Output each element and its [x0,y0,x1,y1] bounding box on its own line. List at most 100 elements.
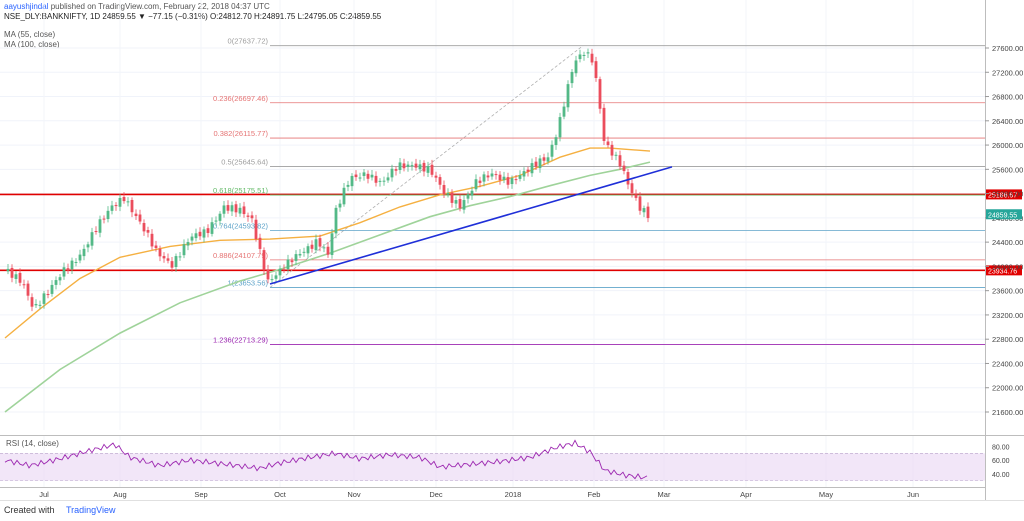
candle-body [586,52,590,54]
price-tick-label: 26400.00 [992,117,1023,126]
candle-body [438,177,442,185]
fibonacci-retracement[interactable]: 0(27637.72) 0.236(26697.46) 0.382(26115.77… [213,37,985,345]
price-tick-label: 23600.00 [992,287,1023,296]
candle-body [566,84,570,108]
candle-body [398,162,402,171]
candle-body [42,293,46,304]
candle-body [626,172,630,185]
rsi-panel[interactable]: 80.00 60.00 40.00 [0,435,1024,481]
candle-body [574,60,578,74]
rsi-legend[interactable]: RSI (14, close) [6,439,59,448]
price-tick-label: 26800.00 [992,93,1023,102]
ma55-legend[interactable]: MA (55, close) [4,30,56,39]
ma100-legend[interactable]: MA (100, close) [4,40,60,49]
time-tick-label: Jul [39,490,49,499]
candle-body [94,231,98,233]
published-text: published on TradingView.com, February 2… [50,2,270,11]
candle-body [618,155,622,167]
candle-body [142,222,146,232]
candle-body [62,267,66,277]
candle-body [486,175,490,178]
candle-body [470,190,474,196]
candle-body [622,165,626,172]
candle-body [362,172,366,176]
grid-lines [0,0,985,487]
candle-body [46,294,50,296]
candle-body [374,175,378,183]
author-name[interactable]: aayushjindal [4,2,49,11]
candle-body [22,284,26,286]
rsi-tick-label: 40.00 [992,472,1010,479]
candle-body [590,53,594,63]
symbol-line: NSE_DLY:BANKNIFTY, 1D 24859.55 ▼ −77.15 … [4,12,382,21]
price-tick-label: 21600.00 [992,408,1023,417]
candle-body [254,219,258,240]
candle-body [126,201,130,203]
candle-body [306,246,310,254]
price-axis[interactable]: 21600.00 22000.00 22400.00 22800.00 23200.00… [985,0,1023,500]
candle-body [514,179,518,181]
candle-body [150,233,154,247]
candle-body [630,183,634,193]
price-chart[interactable]: 25186.67 23934.76 0(27637.72) 0.236(26697.… [0,0,1024,500]
candle-body [646,206,650,219]
candle-body [334,207,338,234]
candle-body [318,238,322,247]
candle-body [274,275,278,279]
candle-body [86,244,90,248]
candle-body [158,248,162,257]
candle-body [30,297,34,307]
rsi-band [0,453,985,481]
candle-body [350,175,354,187]
candle-body [358,177,362,179]
candle-body [518,175,522,179]
tradingview-logo[interactable]: TradingView [66,505,116,515]
candle-body [138,214,142,222]
candle-body [146,230,150,233]
candle-body [174,256,178,267]
time-tick-label: Apr [740,490,752,499]
time-tick-label: 2018 [505,490,522,499]
price-tick-label: 26000.00 [992,141,1023,150]
candle-body [314,239,318,251]
time-tick-label: Dec [429,490,443,499]
candle-body [134,213,138,217]
candle-body [410,165,414,167]
candle-body [414,163,418,168]
candle-body [190,236,194,241]
candle-body [298,253,302,256]
candle-body [394,169,398,171]
candle-body [230,205,234,212]
candle-body [218,213,222,221]
candle-body [210,222,214,234]
candle-body [554,137,558,146]
candle-body [598,79,602,109]
candle-body [578,54,582,60]
candle-body [186,242,190,246]
candle-body [198,231,202,237]
rsi-tick-label: 80.00 [992,444,1010,451]
candle-body [342,187,346,205]
time-tick-label: Oct [274,490,287,499]
candle-body [98,219,102,233]
candle-body [422,162,426,172]
candle-body [206,228,210,233]
candle-body [610,144,614,156]
time-axis[interactable]: Jul Aug Sep Oct Nov Dec 2018 Feb Mar Apr May Jun [0,487,985,500]
trendline-group[interactable] [269,166,673,285]
candle-body [434,175,438,178]
candle-body [78,254,82,261]
candle-body [418,164,422,170]
candle-body [122,196,126,202]
last-price-tag [986,209,1022,220]
candle-body [242,206,246,215]
candle-body [278,268,282,276]
candle-body [118,197,122,207]
candle-body [606,141,610,146]
candle-body [558,117,562,138]
fib-level-label: 1(23653.56) [228,278,269,287]
candles [6,48,650,312]
candle-body [154,245,158,249]
level-price-label: 23934.76 [988,268,1017,275]
candle-body [294,254,298,261]
